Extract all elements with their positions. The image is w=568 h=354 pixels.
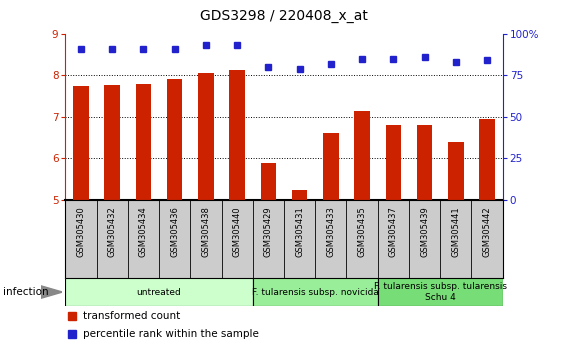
Text: GSM305436: GSM305436: [170, 206, 179, 257]
Text: GSM305439: GSM305439: [420, 206, 429, 257]
Text: F. tularensis subsp. tularensis
Schu 4: F. tularensis subsp. tularensis Schu 4: [374, 282, 507, 302]
Bar: [198, 73, 214, 200]
Text: transformed count: transformed count: [83, 311, 180, 321]
Text: F. tularensis subsp. novicida: F. tularensis subsp. novicida: [252, 287, 379, 297]
Bar: [167, 79, 182, 200]
Bar: [253, 278, 378, 306]
Bar: [378, 278, 503, 306]
Bar: [323, 133, 339, 200]
Bar: [261, 162, 276, 200]
Bar: [73, 86, 89, 200]
Bar: [448, 142, 463, 200]
Text: GSM305431: GSM305431: [295, 206, 304, 257]
Text: GSM305429: GSM305429: [264, 206, 273, 257]
Text: GDS3298 / 220408_x_at: GDS3298 / 220408_x_at: [200, 9, 368, 23]
Text: GSM305441: GSM305441: [452, 206, 460, 257]
Bar: [354, 110, 370, 200]
Polygon shape: [41, 286, 62, 298]
Bar: [417, 125, 432, 200]
Text: GSM305434: GSM305434: [139, 206, 148, 257]
Bar: [479, 119, 495, 200]
Text: GSM305438: GSM305438: [202, 206, 210, 257]
Bar: [292, 190, 307, 200]
Text: percentile rank within the sample: percentile rank within the sample: [83, 329, 258, 339]
Text: infection: infection: [3, 287, 48, 297]
Text: GSM305430: GSM305430: [77, 206, 85, 257]
Bar: [136, 84, 151, 200]
Bar: [105, 85, 120, 200]
Bar: [65, 278, 253, 306]
Bar: [229, 70, 245, 200]
Text: GSM305437: GSM305437: [389, 206, 398, 257]
Text: GSM305432: GSM305432: [108, 206, 116, 257]
Text: untreated: untreated: [137, 287, 181, 297]
Text: GSM305433: GSM305433: [327, 206, 335, 257]
Text: GSM305442: GSM305442: [483, 206, 491, 257]
Bar: [386, 125, 401, 200]
Text: GSM305435: GSM305435: [358, 206, 366, 257]
Text: GSM305440: GSM305440: [233, 206, 241, 257]
